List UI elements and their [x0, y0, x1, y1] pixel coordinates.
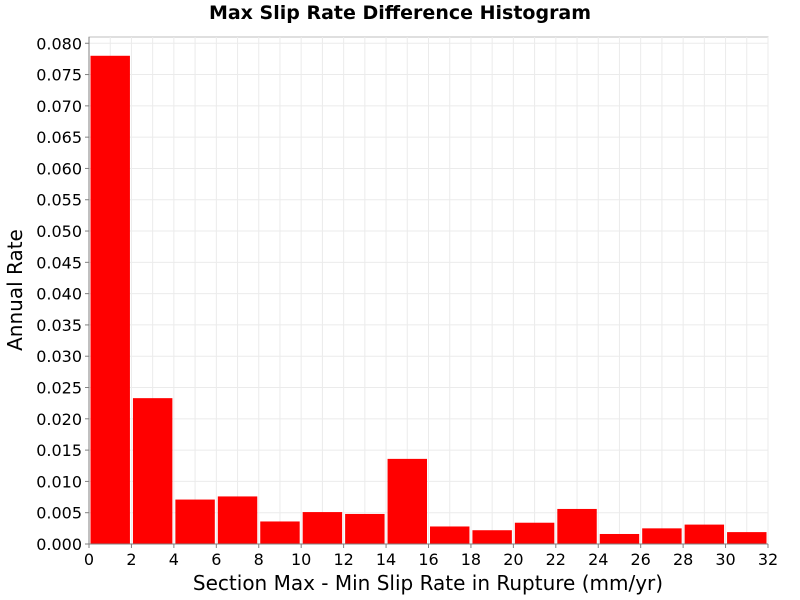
- histogram-bar: [557, 508, 597, 544]
- histogram-bar: [175, 499, 215, 544]
- bar-series: [90, 55, 767, 545]
- y-tick-label: 0.075: [36, 66, 82, 85]
- y-tick-label: 0.065: [36, 128, 82, 147]
- x-tick-label: 26: [631, 550, 651, 569]
- chart-title: Max Slip Rate Difference Histogram: [208, 2, 592, 24]
- histogram-bar: [345, 513, 385, 544]
- histogram-bar: [302, 512, 343, 544]
- x-tick-label: 28: [673, 550, 693, 569]
- x-tick-label: 22: [546, 550, 566, 569]
- y-axis-ticks: 0.000 0.005 0.010 0.015 0.020 0.025 0.030 0.035…: [36, 34, 89, 554]
- histogram-bar: [599, 533, 640, 544]
- x-tick-label: 24: [588, 550, 608, 569]
- histogram-bar: [260, 521, 300, 544]
- x-tick-label: 14: [376, 550, 396, 569]
- y-tick-label: 0.000: [36, 535, 82, 554]
- x-tick-label: 16: [418, 550, 438, 569]
- histogram-bar: [472, 530, 512, 544]
- x-tick-label: 6: [211, 550, 221, 569]
- y-tick-label: 0.035: [36, 316, 82, 335]
- histogram-bar: [684, 524, 725, 544]
- histogram-bar: [387, 458, 427, 544]
- x-tick-label: 12: [333, 550, 353, 569]
- y-tick-label: 0.005: [36, 504, 82, 523]
- x-tick-label: 10: [291, 550, 311, 569]
- y-tick-label: 0.080: [36, 34, 82, 53]
- y-tick-label: 0.015: [36, 441, 82, 460]
- x-tick-label: 20: [503, 550, 523, 569]
- histogram-bar: [132, 398, 173, 544]
- y-tick-label: 0.010: [36, 472, 82, 491]
- y-tick-label: 0.030: [36, 347, 82, 366]
- y-tick-label: 0.055: [36, 191, 82, 210]
- x-tick-label: 8: [254, 550, 264, 569]
- x-tick-label: 32: [758, 550, 778, 569]
- y-tick-label: 0.045: [36, 253, 82, 272]
- histogram-bar: [514, 522, 555, 544]
- histogram-bar: [90, 55, 130, 545]
- histogram-bar: [430, 526, 470, 544]
- y-tick-label: 0.070: [36, 97, 82, 116]
- x-tick-label: 18: [461, 550, 481, 569]
- histogram-bar: [642, 528, 682, 544]
- x-tick-label: 30: [715, 550, 735, 569]
- x-tick-label: 2: [126, 550, 136, 569]
- histogram-bar: [217, 496, 258, 544]
- y-tick-label: 0.040: [36, 285, 82, 304]
- y-tick-label: 0.020: [36, 410, 82, 429]
- y-tick-label: 0.060: [36, 159, 82, 178]
- x-tick-label: 0: [84, 550, 94, 569]
- histogram-bar: [727, 532, 767, 544]
- y-tick-label: 0.050: [36, 222, 82, 241]
- grid: [89, 37, 769, 544]
- x-axis-ticks: 0 2 4 6 8 10 12 14 16 18 20 22 24 26 28 30 32: [84, 544, 778, 569]
- y-axis-title: Annual Rate: [3, 229, 27, 351]
- x-tick-label: 4: [169, 550, 179, 569]
- y-tick-label: 0.025: [36, 379, 82, 398]
- x-axis-title: Section Max - Min Slip Rate in Rupture (…: [193, 571, 663, 595]
